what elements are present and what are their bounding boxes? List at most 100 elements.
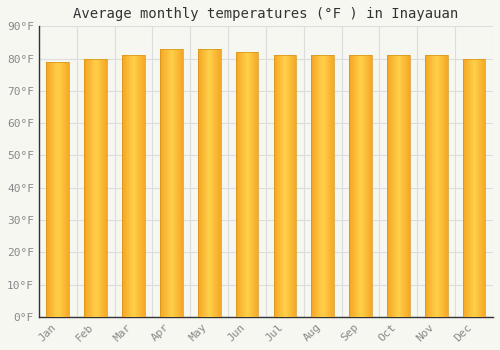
Bar — [393, 55, 394, 317]
Bar — [275, 55, 276, 317]
Bar — [325, 55, 326, 317]
Bar — [251, 52, 252, 317]
Bar — [181, 49, 182, 317]
Bar — [405, 55, 406, 317]
Bar — [168, 49, 169, 317]
Bar — [472, 58, 474, 317]
Bar — [237, 52, 238, 317]
Bar — [203, 49, 204, 317]
Bar — [132, 55, 134, 317]
Bar — [312, 55, 334, 317]
Bar — [287, 55, 288, 317]
Bar — [88, 58, 89, 317]
Bar — [425, 55, 426, 317]
Bar — [59, 62, 60, 317]
Bar — [404, 55, 405, 317]
Bar — [483, 58, 484, 317]
Bar — [391, 55, 392, 317]
Bar — [91, 58, 92, 317]
Bar — [207, 49, 208, 317]
Bar — [106, 58, 107, 317]
Bar — [329, 55, 330, 317]
Bar — [331, 55, 332, 317]
Bar — [200, 49, 201, 317]
Bar — [101, 58, 102, 317]
Bar — [60, 62, 61, 317]
Bar — [102, 58, 103, 317]
Bar — [364, 55, 365, 317]
Bar — [166, 49, 167, 317]
Bar — [86, 58, 88, 317]
Bar — [165, 49, 166, 317]
Bar — [213, 49, 214, 317]
Bar — [400, 55, 402, 317]
Bar — [64, 62, 66, 317]
Bar — [122, 55, 145, 317]
Bar — [172, 49, 173, 317]
Bar — [276, 55, 278, 317]
Bar — [218, 49, 219, 317]
Bar — [104, 58, 106, 317]
Bar — [141, 55, 142, 317]
Bar — [164, 49, 165, 317]
Bar — [366, 55, 368, 317]
Bar — [206, 49, 207, 317]
Bar — [123, 55, 124, 317]
Bar — [160, 49, 182, 317]
Bar — [285, 55, 286, 317]
Bar — [426, 55, 427, 317]
Bar — [140, 55, 141, 317]
Bar — [360, 55, 362, 317]
Bar — [241, 52, 242, 317]
Bar — [89, 58, 90, 317]
Bar — [438, 55, 440, 317]
Bar — [174, 49, 175, 317]
Bar — [48, 62, 50, 317]
Bar — [480, 58, 481, 317]
Bar — [66, 62, 67, 317]
Bar — [122, 55, 123, 317]
Bar — [144, 55, 145, 317]
Bar — [433, 55, 434, 317]
Title: Average monthly temperatures (°F ) in Inayauan: Average monthly temperatures (°F ) in In… — [74, 7, 458, 21]
Bar — [322, 55, 324, 317]
Bar — [294, 55, 296, 317]
Bar — [210, 49, 212, 317]
Bar — [257, 52, 258, 317]
Bar — [57, 62, 58, 317]
Bar — [357, 55, 358, 317]
Bar — [142, 55, 144, 317]
Bar — [330, 55, 331, 317]
Bar — [463, 58, 464, 317]
Bar — [134, 55, 135, 317]
Bar — [178, 49, 179, 317]
Bar — [349, 55, 372, 317]
Bar — [126, 55, 128, 317]
Bar — [402, 55, 403, 317]
Bar — [353, 55, 354, 317]
Bar — [425, 55, 448, 317]
Bar — [437, 55, 438, 317]
Bar — [474, 58, 475, 317]
Bar — [137, 55, 138, 317]
Bar — [320, 55, 321, 317]
Bar — [167, 49, 168, 317]
Bar — [282, 55, 284, 317]
Bar — [135, 55, 136, 317]
Bar — [476, 58, 477, 317]
Bar — [103, 58, 104, 317]
Bar — [138, 55, 140, 317]
Bar — [326, 55, 328, 317]
Bar — [248, 52, 250, 317]
Bar — [62, 62, 63, 317]
Bar — [370, 55, 371, 317]
Bar — [253, 52, 254, 317]
Bar — [124, 55, 125, 317]
Bar — [469, 58, 470, 317]
Bar — [332, 55, 334, 317]
Bar — [170, 49, 172, 317]
Bar — [477, 58, 478, 317]
Bar — [436, 55, 437, 317]
Bar — [92, 58, 94, 317]
Bar — [444, 55, 446, 317]
